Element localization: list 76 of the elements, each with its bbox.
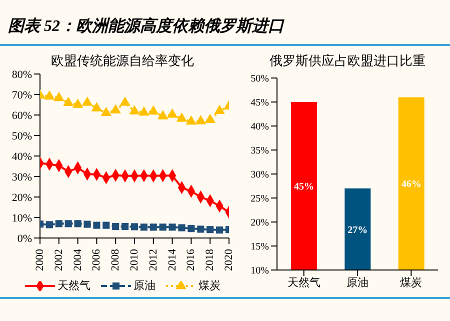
y-tick-label: 10% bbox=[250, 266, 269, 277]
point bbox=[176, 112, 188, 122]
point bbox=[110, 104, 121, 114]
point bbox=[188, 225, 195, 232]
point bbox=[214, 104, 225, 114]
y-tick-label: 30% bbox=[250, 170, 269, 181]
point bbox=[138, 106, 150, 116]
x-tick-label: 2002 bbox=[52, 249, 65, 271]
y-tick-label: 0% bbox=[17, 232, 32, 245]
x-tick-label: 2008 bbox=[110, 248, 122, 271]
x-tick-label: 2012 bbox=[147, 249, 160, 271]
x-tick-label: 2000 bbox=[34, 248, 46, 271]
point bbox=[55, 220, 62, 228]
y-tick-label: 20% bbox=[12, 192, 32, 204]
y-tick-label: 35% bbox=[250, 146, 269, 157]
point bbox=[195, 114, 206, 124]
y-tick-label: 25% bbox=[250, 194, 269, 205]
chart-title: 图表 52：欧洲能源高度依赖俄罗斯进口 bbox=[8, 16, 284, 37]
point bbox=[93, 222, 100, 229]
point bbox=[206, 226, 214, 234]
x-tick-label: 2018 bbox=[204, 248, 216, 271]
y-tick-label: 10% bbox=[12, 212, 32, 224]
y-tick-label: 80% bbox=[12, 68, 32, 81]
point bbox=[159, 224, 166, 231]
point bbox=[216, 226, 224, 234]
point bbox=[140, 224, 148, 231]
x-tick-label: 煤炭 bbox=[400, 276, 422, 289]
point bbox=[46, 221, 53, 228]
point bbox=[148, 105, 159, 115]
y-tick-label: 40% bbox=[250, 122, 269, 133]
point bbox=[112, 222, 120, 230]
data-label: 46% bbox=[401, 179, 422, 190]
x-tick-label: 2014 bbox=[166, 248, 178, 271]
point bbox=[102, 222, 110, 229]
point bbox=[91, 102, 102, 112]
point bbox=[44, 90, 55, 100]
point bbox=[168, 224, 176, 231]
point bbox=[74, 220, 82, 228]
y-tick-label: 40% bbox=[12, 150, 32, 163]
point bbox=[62, 96, 74, 106]
y-tick-label: 15% bbox=[250, 242, 269, 253]
y-tick-label: 30% bbox=[12, 171, 32, 184]
y-tick-label: 50% bbox=[12, 130, 32, 142]
y-tick-label: 60% bbox=[12, 110, 32, 122]
data-label: 45% bbox=[294, 182, 314, 193]
x-tick-label: 天然气 bbox=[287, 276, 320, 289]
point bbox=[84, 220, 91, 228]
chart-title: 俄罗斯供应占欧盟进口比重 bbox=[268, 52, 426, 70]
point bbox=[197, 226, 204, 233]
x-tick-label: 2016 bbox=[185, 248, 198, 271]
chart-subtitle: 欧盟传统能源自给率变化 bbox=[50, 52, 195, 70]
x-tick-label: 原油 bbox=[346, 276, 368, 289]
x-tick-label: 2020 bbox=[223, 248, 235, 271]
y-tick-label: 70% bbox=[12, 89, 32, 102]
point bbox=[54, 92, 64, 102]
point bbox=[166, 108, 178, 118]
x-tick-label: 2006 bbox=[90, 248, 103, 271]
point bbox=[157, 110, 168, 120]
point bbox=[186, 115, 197, 125]
y-tick-label: 45% bbox=[250, 98, 269, 109]
x-tick-label: 2010 bbox=[128, 248, 140, 271]
point bbox=[178, 224, 186, 232]
point bbox=[64, 220, 72, 228]
point bbox=[120, 96, 130, 106]
point bbox=[130, 223, 138, 230]
point bbox=[72, 98, 84, 108]
point bbox=[204, 114, 216, 124]
data-label: 27% bbox=[348, 224, 368, 236]
point bbox=[100, 106, 112, 116]
y-tick-label: 50% bbox=[250, 74, 269, 85]
x-tick-label: 2004 bbox=[72, 248, 84, 271]
point bbox=[150, 224, 157, 231]
point bbox=[129, 105, 140, 114]
point bbox=[122, 222, 129, 230]
point bbox=[82, 96, 93, 106]
y-tick-label: 20% bbox=[250, 218, 269, 229]
